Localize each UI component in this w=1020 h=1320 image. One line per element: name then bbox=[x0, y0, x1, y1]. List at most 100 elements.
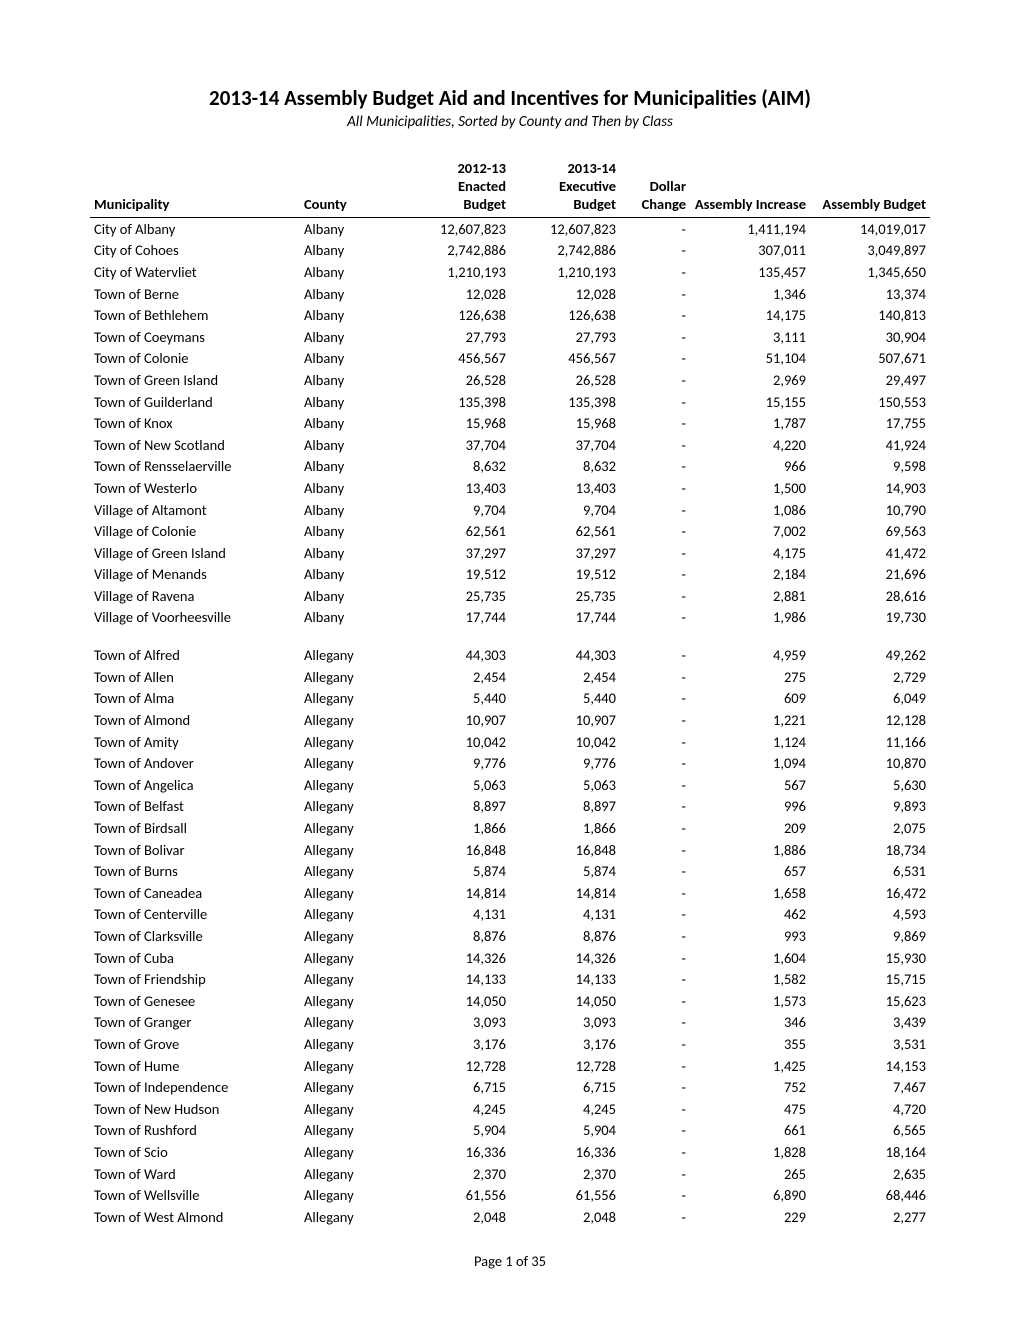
cell-b13: 25,735 bbox=[510, 585, 620, 607]
cell-c: Allegany bbox=[300, 1012, 400, 1034]
cell-inc: 4,175 bbox=[690, 542, 810, 564]
cell-m: Town of Bethlehem bbox=[90, 304, 300, 326]
cell-inc: 661 bbox=[690, 1120, 810, 1142]
cell-m: Town of Bolivar bbox=[90, 839, 300, 861]
table-row: Village of MenandsAlbany19,51219,512-2,1… bbox=[90, 564, 930, 586]
cell-b12: 14,050 bbox=[400, 990, 510, 1012]
cell-m: Town of Caneadea bbox=[90, 882, 300, 904]
cell-asm: 2,075 bbox=[810, 817, 930, 839]
cell-b12: 4,245 bbox=[400, 1098, 510, 1120]
cell-asm: 17,755 bbox=[810, 412, 930, 434]
cell-b12: 16,848 bbox=[400, 839, 510, 861]
cell-b12: 2,370 bbox=[400, 1163, 510, 1185]
cell-c: Albany bbox=[300, 434, 400, 456]
table-row: Town of CoeymansAlbany27,79327,793-3,111… bbox=[90, 326, 930, 348]
table-row: Town of AlfredAllegany44,30344,303-4,959… bbox=[90, 628, 930, 666]
cell-c: Allegany bbox=[300, 817, 400, 839]
cell-b12: 2,048 bbox=[400, 1206, 510, 1228]
cell-b12: 61,556 bbox=[400, 1184, 510, 1206]
cell-chg: - bbox=[620, 564, 690, 586]
cell-b13: 17,744 bbox=[510, 607, 620, 629]
page-container: 2013-14 Assembly Budget Aid and Incentiv… bbox=[0, 0, 1020, 1320]
cell-inc: 1,582 bbox=[690, 968, 810, 990]
table-header-row: Municipality County 2012-13 Enacted Budg… bbox=[90, 159, 930, 218]
cell-chg: - bbox=[620, 304, 690, 326]
cell-asm: 150,553 bbox=[810, 391, 930, 413]
cell-asm: 14,903 bbox=[810, 477, 930, 499]
cell-c: Albany bbox=[300, 499, 400, 521]
cell-m: City of Cohoes bbox=[90, 240, 300, 262]
table-row: Town of HumeAllegany12,72812,728-1,42514… bbox=[90, 1055, 930, 1077]
cell-b13: 3,093 bbox=[510, 1012, 620, 1034]
cell-inc: 1,086 bbox=[690, 499, 810, 521]
cell-asm: 12,128 bbox=[810, 709, 930, 731]
cell-chg: - bbox=[620, 1141, 690, 1163]
cell-b13: 135,398 bbox=[510, 391, 620, 413]
table-row: Town of BurnsAllegany5,8745,874-6576,531 bbox=[90, 860, 930, 882]
table-row: Town of New HudsonAllegany4,2454,245-475… bbox=[90, 1098, 930, 1120]
cell-inc: 1,346 bbox=[690, 283, 810, 305]
cell-inc: 2,969 bbox=[690, 369, 810, 391]
cell-asm: 13,374 bbox=[810, 283, 930, 305]
cell-c: Allegany bbox=[300, 1098, 400, 1120]
col-dollar-change: Dollar Change bbox=[620, 159, 690, 218]
cell-c: Albany bbox=[300, 412, 400, 434]
cell-b13: 61,556 bbox=[510, 1184, 620, 1206]
cell-m: Town of Belfast bbox=[90, 796, 300, 818]
cell-c: Allegany bbox=[300, 1163, 400, 1185]
cell-chg: - bbox=[620, 688, 690, 710]
cell-b13: 14,050 bbox=[510, 990, 620, 1012]
cell-asm: 49,262 bbox=[810, 628, 930, 666]
cell-c: Albany bbox=[300, 218, 400, 240]
cell-asm: 30,904 bbox=[810, 326, 930, 348]
cell-b12: 10,042 bbox=[400, 731, 510, 753]
cell-c: Albany bbox=[300, 283, 400, 305]
table-row: Town of WesterloAlbany13,40313,403-1,500… bbox=[90, 477, 930, 499]
cell-asm: 9,869 bbox=[810, 925, 930, 947]
cell-asm: 7,467 bbox=[810, 1076, 930, 1098]
cell-c: Allegany bbox=[300, 628, 400, 666]
cell-b12: 9,776 bbox=[400, 752, 510, 774]
cell-chg: - bbox=[620, 1163, 690, 1185]
table-row: Town of CubaAllegany14,32614,326-1,60415… bbox=[90, 947, 930, 969]
cell-inc: 1,124 bbox=[690, 731, 810, 753]
cell-inc: 752 bbox=[690, 1076, 810, 1098]
cell-asm: 4,720 bbox=[810, 1098, 930, 1120]
cell-m: Town of New Hudson bbox=[90, 1098, 300, 1120]
cell-b13: 2,742,886 bbox=[510, 240, 620, 262]
cell-b13: 5,440 bbox=[510, 688, 620, 710]
cell-c: Albany bbox=[300, 564, 400, 586]
cell-inc: 7,002 bbox=[690, 520, 810, 542]
cell-m: City of Watervliet bbox=[90, 261, 300, 283]
table-row: Town of KnoxAlbany15,96815,968-1,78717,7… bbox=[90, 412, 930, 434]
cell-m: Town of Independence bbox=[90, 1076, 300, 1098]
cell-chg: - bbox=[620, 218, 690, 240]
cell-inc: 135,457 bbox=[690, 261, 810, 283]
budget-table: Municipality County 2012-13 Enacted Budg… bbox=[90, 159, 930, 1228]
cell-inc: 307,011 bbox=[690, 240, 810, 262]
cell-asm: 10,790 bbox=[810, 499, 930, 521]
cell-m: Town of Clarksville bbox=[90, 925, 300, 947]
cell-chg: - bbox=[620, 1076, 690, 1098]
cell-m: Town of West Almond bbox=[90, 1206, 300, 1228]
cell-b13: 15,968 bbox=[510, 412, 620, 434]
cell-b13: 9,704 bbox=[510, 499, 620, 521]
cell-b12: 8,632 bbox=[400, 456, 510, 478]
cell-b12: 26,528 bbox=[400, 369, 510, 391]
cell-b13: 456,567 bbox=[510, 348, 620, 370]
table-row: Town of ColonieAlbany456,567456,567-51,1… bbox=[90, 348, 930, 370]
cell-b12: 1,866 bbox=[400, 817, 510, 839]
cell-chg: - bbox=[620, 326, 690, 348]
cell-m: Town of Birdsall bbox=[90, 817, 300, 839]
cell-chg: - bbox=[620, 709, 690, 731]
cell-asm: 6,049 bbox=[810, 688, 930, 710]
cell-b12: 25,735 bbox=[400, 585, 510, 607]
cell-b13: 1,866 bbox=[510, 817, 620, 839]
cell-chg: - bbox=[620, 434, 690, 456]
cell-c: Albany bbox=[300, 520, 400, 542]
table-row: Town of GrangerAllegany3,0933,093-3463,4… bbox=[90, 1012, 930, 1034]
cell-m: Village of Voorheesville bbox=[90, 607, 300, 629]
cell-asm: 14,019,017 bbox=[810, 218, 930, 240]
cell-m: Town of New Scotland bbox=[90, 434, 300, 456]
cell-chg: - bbox=[620, 1184, 690, 1206]
